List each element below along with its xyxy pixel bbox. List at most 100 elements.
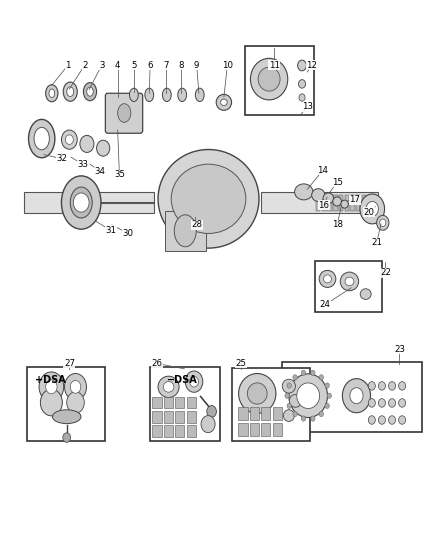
Circle shape: [310, 370, 314, 376]
Circle shape: [284, 393, 289, 398]
Ellipse shape: [195, 88, 204, 102]
Ellipse shape: [86, 87, 93, 96]
Bar: [261, 423, 270, 436]
Ellipse shape: [67, 87, 74, 96]
Circle shape: [67, 392, 84, 413]
Bar: [164, 211, 206, 251]
Ellipse shape: [61, 176, 101, 229]
Circle shape: [379, 219, 385, 227]
Bar: [152, 411, 161, 423]
Circle shape: [189, 376, 198, 387]
Text: 2: 2: [82, 61, 87, 69]
Bar: [272, 407, 281, 420]
Circle shape: [40, 389, 62, 416]
Ellipse shape: [340, 200, 348, 208]
Circle shape: [39, 372, 64, 402]
Circle shape: [367, 416, 374, 424]
Ellipse shape: [289, 394, 301, 407]
Text: 11: 11: [268, 61, 279, 69]
Ellipse shape: [177, 88, 186, 102]
Ellipse shape: [158, 376, 179, 398]
Text: 33: 33: [77, 160, 88, 168]
Circle shape: [365, 201, 378, 216]
Text: 3: 3: [99, 61, 104, 69]
Ellipse shape: [28, 119, 55, 158]
Bar: [175, 411, 184, 423]
Circle shape: [324, 383, 328, 388]
Bar: [355, 195, 360, 211]
Text: 31: 31: [105, 226, 116, 235]
Circle shape: [292, 411, 297, 417]
Ellipse shape: [117, 103, 131, 122]
Text: 8: 8: [178, 61, 184, 69]
Ellipse shape: [322, 193, 333, 204]
Text: 5: 5: [131, 61, 136, 69]
Ellipse shape: [311, 189, 324, 201]
Text: 13: 13: [301, 102, 312, 111]
Ellipse shape: [250, 58, 287, 100]
Ellipse shape: [53, 410, 81, 424]
Ellipse shape: [216, 94, 231, 110]
Circle shape: [96, 140, 110, 156]
Bar: [344, 195, 348, 211]
Ellipse shape: [83, 83, 96, 101]
Bar: [281, 362, 421, 432]
Bar: [314, 261, 381, 312]
Text: 35: 35: [113, 171, 125, 179]
Ellipse shape: [339, 272, 358, 291]
Ellipse shape: [258, 67, 279, 91]
Circle shape: [388, 382, 395, 390]
Circle shape: [201, 416, 215, 433]
Bar: [332, 195, 337, 211]
Ellipse shape: [318, 270, 335, 287]
Bar: [186, 397, 195, 408]
Bar: [338, 195, 343, 211]
Text: 24: 24: [318, 301, 330, 309]
Text: 32: 32: [57, 155, 68, 163]
Circle shape: [46, 380, 57, 394]
Text: 10: 10: [221, 61, 233, 69]
Text: 21: 21: [370, 238, 381, 247]
Bar: [249, 407, 258, 420]
Ellipse shape: [63, 82, 77, 101]
Text: 7: 7: [163, 61, 168, 69]
Ellipse shape: [332, 197, 341, 206]
Ellipse shape: [283, 410, 294, 422]
Text: 23: 23: [393, 345, 404, 353]
Bar: [186, 411, 195, 423]
Circle shape: [185, 371, 202, 392]
Circle shape: [61, 130, 77, 149]
Circle shape: [326, 393, 331, 398]
Circle shape: [73, 193, 89, 212]
Circle shape: [388, 399, 395, 407]
Bar: [315, 195, 320, 211]
Text: 4: 4: [115, 61, 120, 69]
Text: +DSA: +DSA: [35, 375, 66, 385]
Circle shape: [378, 416, 385, 424]
Ellipse shape: [323, 275, 331, 283]
Circle shape: [286, 403, 291, 408]
Circle shape: [324, 403, 328, 408]
Bar: [24, 192, 153, 213]
Ellipse shape: [171, 164, 245, 233]
Ellipse shape: [344, 277, 353, 286]
Text: 14: 14: [316, 166, 328, 175]
Ellipse shape: [288, 374, 327, 417]
Bar: [175, 425, 184, 437]
Bar: [350, 195, 354, 211]
Bar: [152, 425, 161, 437]
Bar: [175, 397, 184, 408]
Text: 17: 17: [348, 196, 360, 204]
Text: 1: 1: [65, 61, 71, 69]
Text: 15: 15: [331, 178, 342, 187]
Text: 18: 18: [331, 221, 342, 229]
Text: 16: 16: [318, 201, 329, 209]
Circle shape: [292, 375, 297, 380]
Ellipse shape: [163, 382, 173, 392]
Bar: [249, 423, 258, 436]
Ellipse shape: [282, 379, 295, 393]
Circle shape: [65, 135, 73, 144]
Ellipse shape: [49, 89, 54, 98]
Bar: [361, 195, 365, 211]
Ellipse shape: [294, 184, 312, 200]
